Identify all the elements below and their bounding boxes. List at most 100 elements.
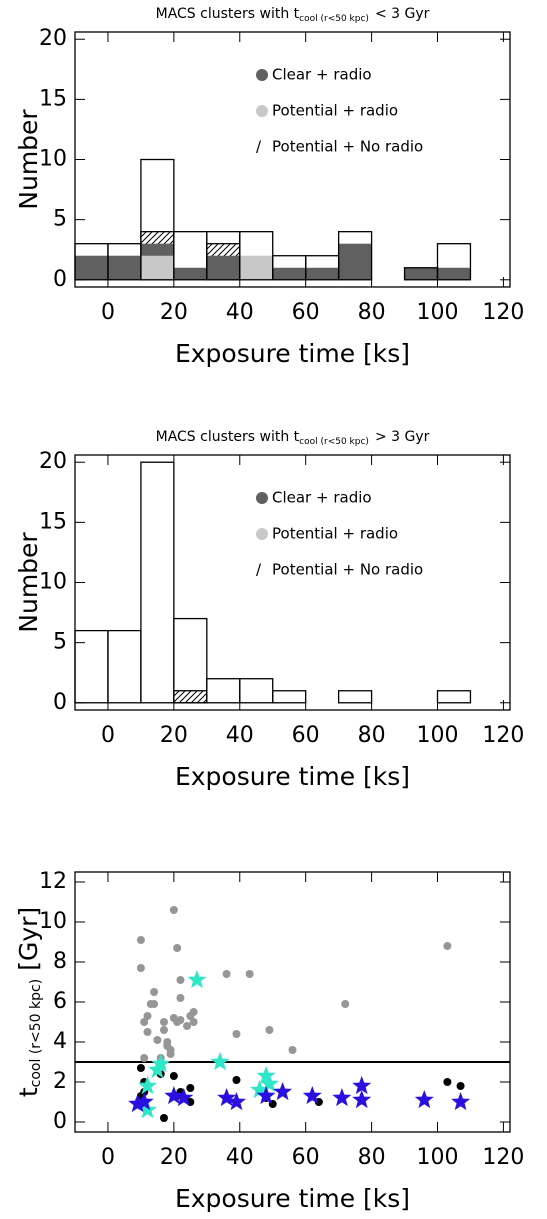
histogram-bar <box>305 267 339 280</box>
histogram-outline <box>140 158 175 281</box>
star-point <box>164 1086 184 1105</box>
legend-marker <box>256 105 268 117</box>
x-tick-label: 60 <box>292 723 320 748</box>
legend-label: Potential + radio <box>272 525 398 543</box>
legend-marker <box>256 492 268 504</box>
star-point <box>414 1090 434 1109</box>
point <box>183 1022 192 1030</box>
chart-title-end: < 3 Gyr <box>375 6 430 22</box>
x-tick-label: 20 <box>160 723 188 748</box>
histogram-bar <box>239 255 273 280</box>
legend-marker <box>256 69 268 81</box>
y-axis-label: Number <box>14 532 43 633</box>
x-tick-label: 60 <box>292 1145 320 1170</box>
y-tick-label: 15 <box>39 509 67 534</box>
chart-title-main: MACS clusters with t <box>156 6 300 22</box>
y-tick-label: 20 <box>39 26 67 51</box>
histogram-outline <box>436 690 472 704</box>
point <box>443 1078 452 1086</box>
legend-label: Potential + No radio <box>272 561 423 579</box>
y-tick-label: 5 <box>53 630 67 655</box>
point <box>140 1054 149 1062</box>
histogram-bar <box>206 255 240 280</box>
point <box>143 1012 152 1020</box>
histogram-bar <box>437 267 471 280</box>
star-point <box>352 1076 372 1095</box>
legend-label: Clear + radio <box>272 489 372 507</box>
point <box>166 1050 175 1058</box>
point <box>150 988 159 996</box>
plot-frame <box>74 454 511 711</box>
point <box>189 1018 198 1026</box>
star-point <box>151 1054 171 1073</box>
x-tick-label: 80 <box>358 723 386 748</box>
point <box>176 994 185 1002</box>
y-tick-label: 15 <box>39 86 67 111</box>
x-tick-label: 120 <box>482 300 524 325</box>
point <box>159 1018 168 1026</box>
star-point <box>451 1092 471 1111</box>
point <box>169 1072 178 1080</box>
point <box>456 1082 465 1090</box>
star-point <box>187 970 207 989</box>
x-tick-label: 40 <box>226 1145 254 1170</box>
y-tick-label: 4 <box>53 1029 67 1054</box>
point <box>143 1028 152 1036</box>
y-tick-label: 10 <box>39 570 67 595</box>
star-point <box>273 1082 293 1101</box>
legend-marker: / <box>256 138 262 156</box>
point <box>189 1008 198 1016</box>
x-tick-label: 100 <box>417 1145 459 1170</box>
x-axis-label: Exposure time [ks] <box>175 762 410 791</box>
histogram-bar <box>140 255 174 280</box>
point <box>140 1018 149 1026</box>
histogram-outline <box>436 243 472 281</box>
y-tick-label: 5 <box>53 207 67 232</box>
y-tick-label: 10 <box>39 909 67 934</box>
x-tick-label: 80 <box>358 300 386 325</box>
histogram-bar <box>272 267 306 280</box>
point <box>159 1114 168 1122</box>
star-point <box>227 1092 246 1111</box>
x-tick-label: 20 <box>160 300 188 325</box>
chart-title-main: MACS clusters with t <box>156 429 300 445</box>
histogram-outline <box>140 461 175 704</box>
point <box>136 964 145 972</box>
histogram-outline <box>239 678 274 704</box>
point <box>288 1046 297 1054</box>
star-point <box>174 1088 194 1107</box>
point <box>222 970 231 978</box>
x-tick-label: 60 <box>292 300 320 325</box>
x-tick-label: 80 <box>358 1145 386 1170</box>
point <box>173 944 182 952</box>
x-tick-label: 0 <box>101 300 115 325</box>
x-tick-label: 20 <box>160 1145 188 1170</box>
point <box>341 1000 350 1008</box>
chart-title-sub: cool (r<50 kpc) <box>299 14 369 24</box>
histogram-bar <box>404 267 438 280</box>
star-point <box>210 1052 230 1071</box>
point <box>159 1026 168 1034</box>
point <box>265 1026 274 1034</box>
y-axis-label: Number <box>14 109 43 210</box>
point <box>176 976 185 984</box>
y-tick-label: 0 <box>53 690 67 715</box>
star-point <box>302 1086 322 1105</box>
histogram-outline <box>272 690 307 704</box>
histogram-bar <box>75 255 108 280</box>
y-tick-label: 20 <box>39 449 67 474</box>
star-point <box>134 1092 154 1111</box>
panel: 0 20 40 60 80 100 120 0 5 10 15 20 Exposure time [ks… <box>14 6 524 368</box>
plot-frame <box>74 31 511 288</box>
point <box>169 906 178 914</box>
x-tick-label: 40 <box>226 300 254 325</box>
x-tick-label: 40 <box>226 723 254 748</box>
y-axis-label: tcool (r<50 kpc) [Gyr] <box>14 907 44 1097</box>
point <box>150 1000 159 1008</box>
star-point <box>138 1100 157 1119</box>
point <box>186 1084 195 1092</box>
y-axis-label-main: t <box>14 1087 43 1097</box>
panel: 0 20 40 60 80 100 120 0 5 10 15 20 Exposure time [ks… <box>14 429 524 791</box>
histogram-outline <box>173 617 208 704</box>
